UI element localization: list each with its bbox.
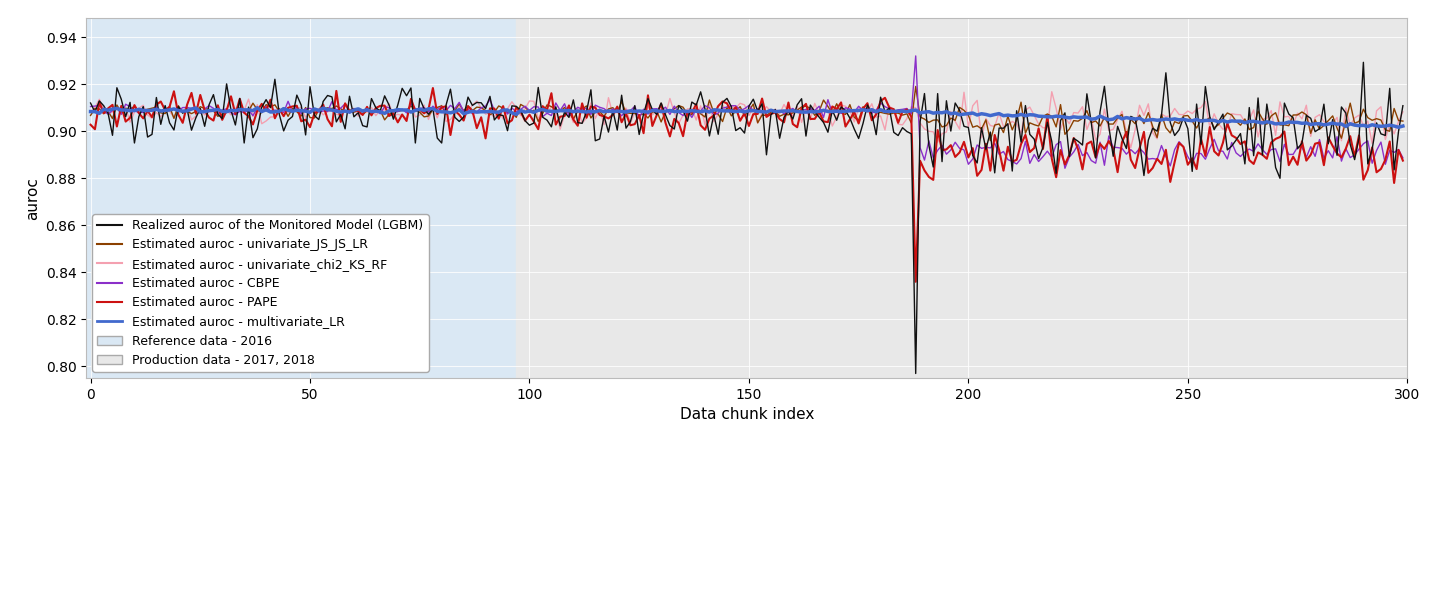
Y-axis label: auroc: auroc: [24, 177, 40, 220]
Bar: [517, 18, 1412, 378]
Legend: Realized auroc of the Monitored Model (LGBM), Estimated auroc - univariate_JS_JS: Realized auroc of the Monitored Model (L…: [92, 214, 428, 372]
X-axis label: Data chunk index: Data chunk index: [679, 407, 814, 423]
Bar: [86, 18, 517, 378]
